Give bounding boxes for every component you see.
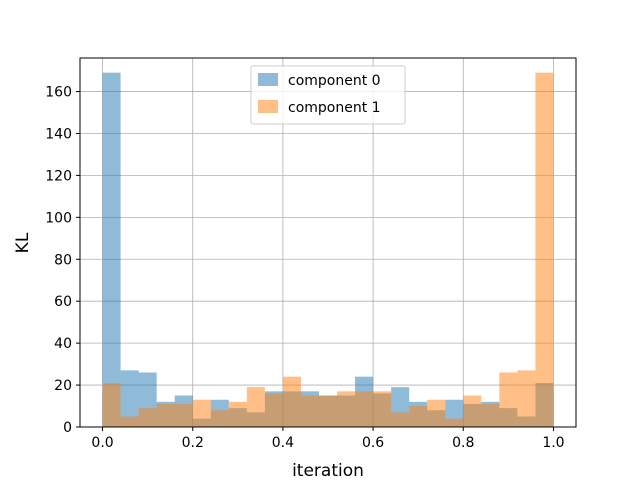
y-tick-label: 80 xyxy=(54,252,72,268)
bar-component-1-bin-3 xyxy=(156,403,175,427)
legend: component 0 component 1 xyxy=(250,65,406,125)
legend-label-component-1: component 1 xyxy=(288,100,381,116)
bar-component-1-bin-22 xyxy=(499,372,518,427)
bar-component-1-bin-18 xyxy=(427,399,446,427)
bar-component-1-bin-9 xyxy=(264,393,283,427)
x-tick-label: 0.4 xyxy=(272,435,294,451)
bar-component-1-bin-4 xyxy=(174,403,193,427)
y-tick-label: 100 xyxy=(45,210,72,226)
y-axis-ticks: 0 20 40 60 80 100 120 140 160 xyxy=(45,85,80,436)
y-tick-label: 40 xyxy=(54,336,72,352)
legend-swatch-component-0 xyxy=(258,73,278,86)
y-tick-label: 120 xyxy=(45,168,72,184)
y-tick-label: 160 xyxy=(45,85,72,101)
bar-component-1-bin-6 xyxy=(210,410,229,427)
bar-component-1-bin-24 xyxy=(535,72,554,427)
y-tick-label: 140 xyxy=(45,126,72,142)
bar-component-1-bin-5 xyxy=(192,399,211,427)
y-tick-label: 60 xyxy=(54,294,72,310)
bar-component-1-bin-10 xyxy=(282,376,301,427)
bar-component-1-bin-14 xyxy=(355,391,374,427)
x-axis-label: iteration xyxy=(292,461,364,480)
bar-component-1-bin-20 xyxy=(463,395,482,427)
plot-frame xyxy=(79,57,577,428)
bar-component-0-bin-1 xyxy=(120,370,139,427)
x-tick-label: 0.8 xyxy=(452,435,474,451)
bar-component-0-bin-0 xyxy=(102,72,121,427)
bar-component-1-bin-1 xyxy=(120,416,139,427)
bar-component-1-bin-16 xyxy=(391,412,410,427)
legend-swatch-component-1 xyxy=(258,100,278,113)
bar-component-1-bin-0 xyxy=(102,382,121,427)
x-tick-label: 1.0 xyxy=(542,435,564,451)
bar-component-1-bin-11 xyxy=(300,395,319,427)
y-tick-label: 0 xyxy=(63,420,72,436)
bar-component-1-bin-2 xyxy=(138,408,157,427)
bar-component-1-bin-12 xyxy=(318,395,338,427)
bar-component-1-bin-7 xyxy=(228,401,247,427)
y-axis-label: KL xyxy=(13,232,33,253)
y-tick-label: 20 xyxy=(54,378,72,394)
x-tick-label: 0.2 xyxy=(182,435,204,451)
x-tick-label: 0.0 xyxy=(91,435,113,451)
bar-component-1-bin-17 xyxy=(409,406,428,427)
bar-component-1-bin-21 xyxy=(481,403,500,427)
x-axis-ticks: 0.0 0.2 0.4 0.6 0.8 1.0 xyxy=(91,427,565,451)
bar-component-1-bin-8 xyxy=(246,387,265,427)
bars xyxy=(102,72,554,427)
bar-component-1-bin-15 xyxy=(373,391,392,427)
legend-label-component-0: component 0 xyxy=(288,73,381,89)
bar-component-1-bin-13 xyxy=(337,391,356,427)
bar-component-1-bin-23 xyxy=(517,370,536,427)
x-tick-label: 0.6 xyxy=(362,435,384,451)
legend-box xyxy=(250,65,406,125)
bar-component-1-bin-19 xyxy=(445,418,464,427)
